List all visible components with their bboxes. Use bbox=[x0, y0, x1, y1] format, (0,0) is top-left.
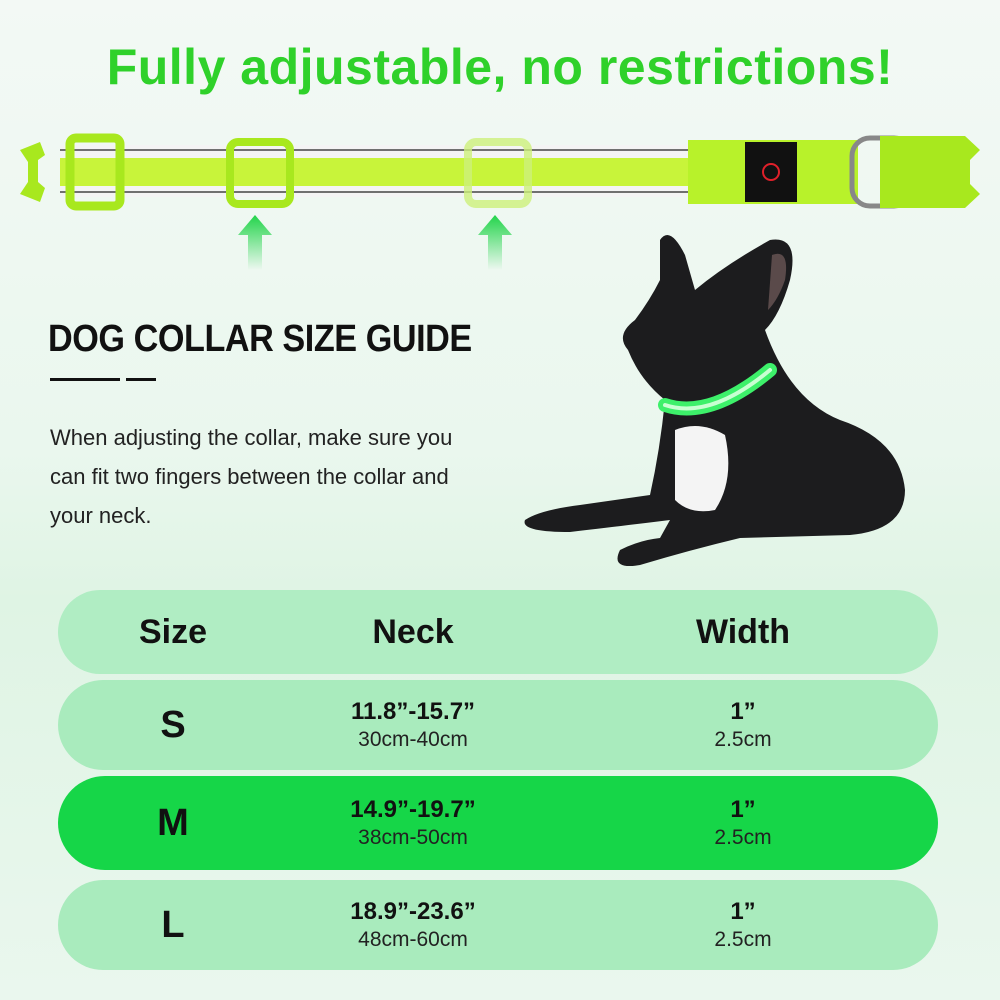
neck-cm: 30cm-40cm bbox=[358, 728, 468, 751]
size-cell: L bbox=[161, 903, 185, 946]
divider bbox=[50, 378, 120, 381]
headline: Fully adjustable, no restrictions! bbox=[106, 39, 894, 95]
size-cell: M bbox=[157, 801, 189, 844]
width-inches: 1” bbox=[730, 796, 756, 823]
width-inches: 1” bbox=[730, 898, 756, 925]
table-row: S 11.8”-15.7” 30cm-40cm 1” 2.5cm bbox=[58, 680, 938, 770]
arrow-up-icon bbox=[478, 215, 512, 270]
dog-photo bbox=[524, 235, 905, 566]
width-cm: 2.5cm bbox=[714, 928, 772, 951]
size-cell: S bbox=[160, 703, 186, 746]
table-row-highlighted: M 14.9”-19.7” 38cm-50cm 1” 2.5cm bbox=[58, 776, 938, 870]
size-guide-title: DOG COLLAR SIZE GUIDE bbox=[48, 318, 472, 360]
width-cm: 2.5cm bbox=[714, 728, 772, 751]
divider bbox=[126, 378, 156, 381]
table-row: L 18.9”-23.6” 48cm-60cm 1” 2.5cm bbox=[58, 880, 938, 970]
size-guide-description: When adjusting the collar, make sure you… bbox=[50, 425, 453, 528]
table-header: Size Neck Width bbox=[58, 590, 938, 674]
neck-inches: 18.9”-23.6” bbox=[350, 898, 476, 925]
width-cm: 2.5cm bbox=[714, 826, 772, 849]
header-size: Size bbox=[138, 612, 208, 651]
neck-cm: 48cm-60cm bbox=[358, 928, 468, 951]
width-inches: 1” bbox=[730, 698, 756, 725]
header-width: Width bbox=[695, 612, 791, 651]
header-neck: Neck bbox=[372, 612, 454, 651]
neck-inches: 11.8”-15.7” bbox=[350, 698, 476, 725]
neck-inches: 14.9”-19.7” bbox=[350, 796, 476, 823]
collar-image bbox=[20, 133, 980, 270]
neck-cm: 38cm-50cm bbox=[358, 826, 468, 849]
arrow-up-icon bbox=[238, 215, 272, 270]
